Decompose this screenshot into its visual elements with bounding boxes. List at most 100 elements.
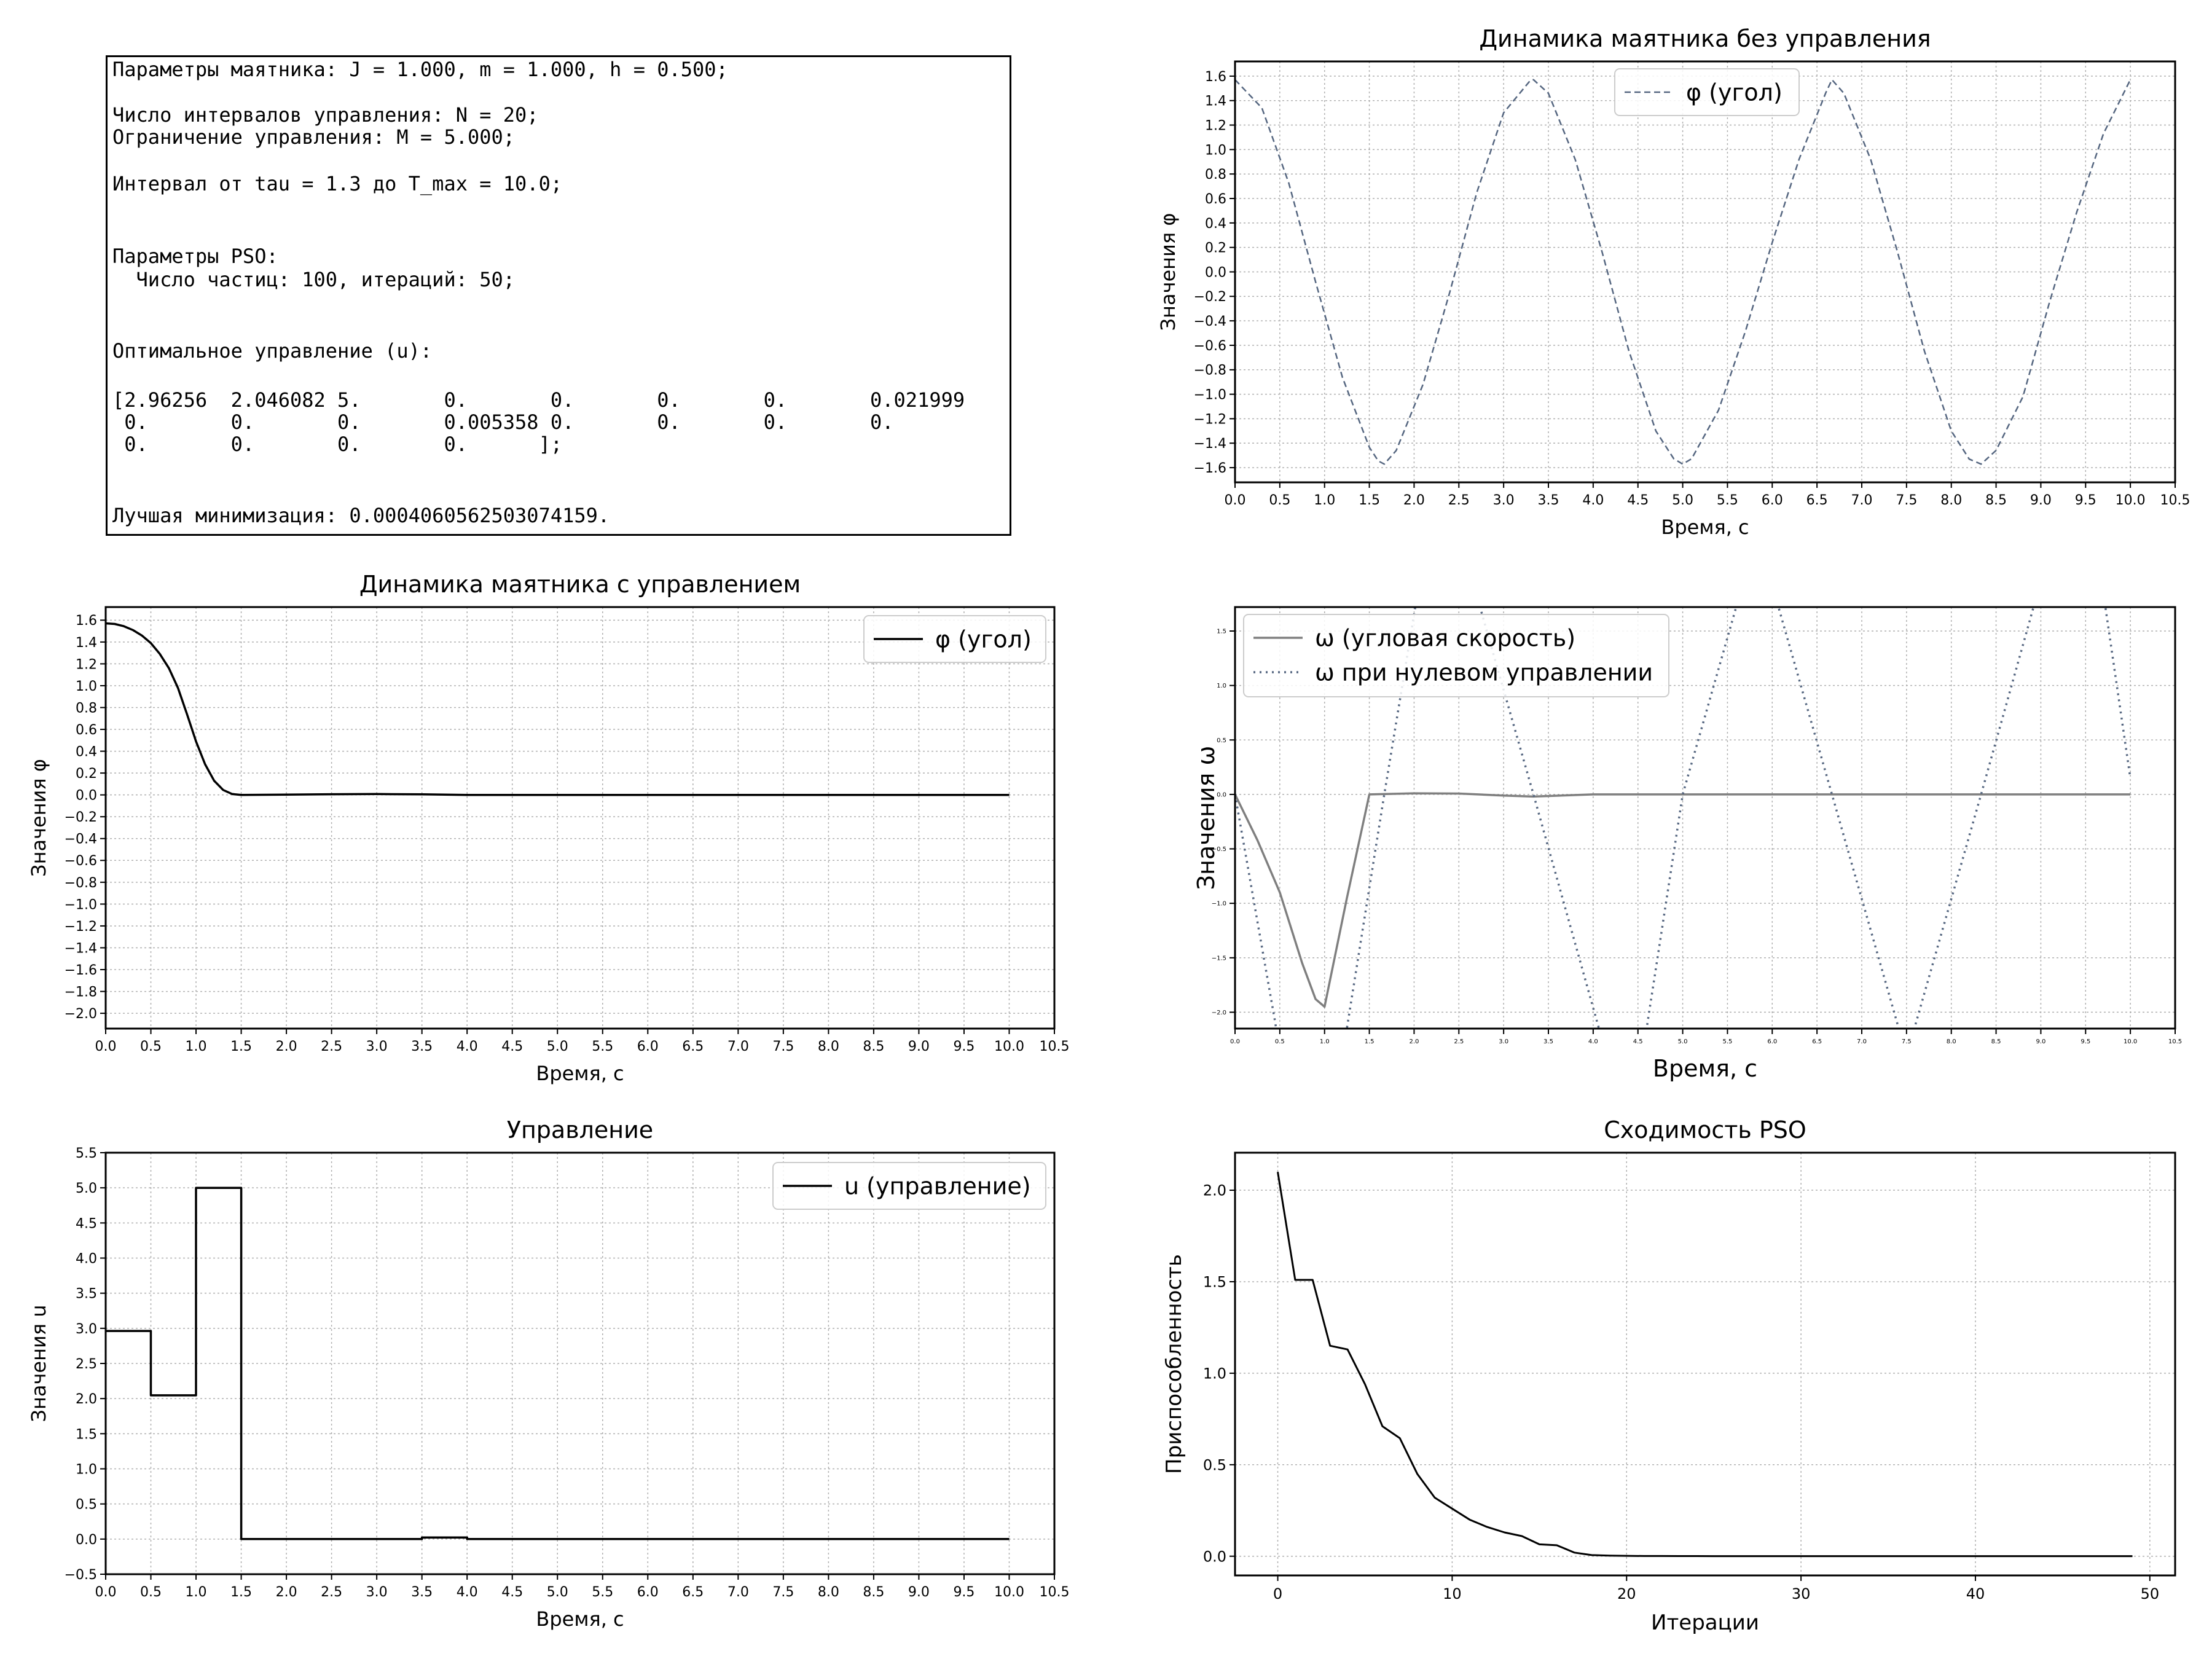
y-tick-label: −0.2	[1194, 289, 1226, 305]
y-tick-label: −1.0	[1212, 901, 1226, 908]
x-tick-label: 0.5	[1269, 493, 1290, 508]
plot-frame	[1234, 1151, 2176, 1577]
x-tick-label: 6.5	[1806, 493, 1828, 508]
x-tick-label: 4.5	[501, 1585, 523, 1600]
legend-label-1: ω (угловая скорость)	[1315, 625, 1575, 652]
y-axis-label: Приспособленность	[1162, 1254, 1186, 1474]
x-tick-label: 7.5	[1902, 1038, 1912, 1045]
x-tick-label: 5.5	[592, 1585, 613, 1600]
y-tick-label: 1.0	[76, 1462, 97, 1477]
x-axis-label: Итерации	[1651, 1610, 1759, 1635]
x-tick-label: 4.5	[501, 1039, 523, 1054]
chart-title: Динамика маятника без управления	[1479, 25, 1931, 52]
x-tick-label: 7.5	[772, 1039, 794, 1054]
y-tick-label: 1.4	[76, 635, 97, 651]
legend-box	[772, 1162, 1046, 1210]
params-line: Параметры маятника: J = 1.000, m = 1.000…	[112, 58, 728, 81]
chart-title: Динамика маятника с управлением	[359, 571, 801, 598]
y-axis-label: Значения φ	[27, 759, 50, 877]
x-tick-label: 5.5	[592, 1039, 613, 1054]
y-tick-label: −2.0	[65, 1006, 97, 1022]
x-tick-label: 9.0	[908, 1585, 930, 1600]
x-tick-label: 4.0	[1582, 493, 1604, 508]
chart-pso: 0 10 20 30 40 50 2.0 1.5 1.0 0.5 0.0 Итерации Приспо…	[1162, 1116, 2176, 1635]
x-tick-label: 10.0	[2124, 1038, 2137, 1045]
legend: φ (угол)	[1614, 68, 1800, 116]
x-tick-label: 0.0	[95, 1585, 117, 1600]
x-tick-label: 9.5	[953, 1585, 975, 1600]
y-tick-label: −0.8	[65, 876, 97, 891]
x-tick-label: 8.5	[1991, 1038, 2001, 1045]
y-tick-label: −0.2	[65, 810, 97, 825]
y-tick-label: 0.0	[1203, 1548, 1226, 1565]
y-tick-label: −1.0	[1194, 388, 1226, 403]
x-tick-label: 10.5	[1040, 1585, 1070, 1600]
legend-label-2: ω при нулевом управлении	[1315, 659, 1653, 686]
x-tick-label: 5.0	[1672, 493, 1693, 508]
control-array-line-2: 0. 0. 0. 0.005358 0. 0. 0. 0.	[112, 410, 894, 434]
x-tick-label: 4.0	[457, 1039, 478, 1054]
x-tick-label: 9.0	[908, 1039, 930, 1054]
x-tick-label: 7.5	[772, 1585, 794, 1600]
pso-params-line: Число частиц: 100, итераций: 50;	[112, 268, 516, 291]
parameters-text-box: Параметры маятника: J = 1.000, m = 1.000…	[106, 55, 1011, 536]
x-tick-label: 2.0	[276, 1039, 297, 1054]
x-axis-label: Время, с	[1661, 516, 1749, 539]
x-tick-label: 7.0	[728, 1039, 749, 1054]
x-tick-label: 5.0	[547, 1585, 568, 1600]
y-tick-label: −1.0	[65, 897, 97, 912]
interval-line: Интервал от tau = 1.3 до T_max = 10.0;	[112, 172, 563, 195]
x-tick-label: 1.0	[186, 1585, 207, 1600]
x-axis-label: Время, с	[536, 1062, 624, 1085]
x-tick-label: 2.0	[1409, 1038, 1419, 1045]
series-line-1	[1235, 79, 2132, 465]
x-tick-label: 10	[1443, 1585, 1462, 1602]
y-tick-label: 0.4	[1205, 216, 1226, 232]
chart-control: 0.0 0.5 1.0 1.5 2.0 2.5 3.0 3.5 4.0 4.5 5.0 5.5 6.0 6…	[27, 1116, 1069, 1631]
y-tick-label: 0.0	[1205, 265, 1226, 280]
x-tick-label: 2.0	[276, 1585, 297, 1600]
y-tick-label: 1.6	[76, 613, 97, 629]
y-tick-label: 2.0	[1203, 1182, 1226, 1199]
legend-label-1: u (управление)	[844, 1173, 1031, 1200]
y-tick-label: 1.5	[1217, 629, 1226, 635]
x-tick-label: 3.0	[366, 1039, 388, 1054]
x-tick-label: 7.0	[1857, 1038, 1867, 1045]
x-tick-label: 7.5	[1896, 493, 1917, 508]
legend: φ (угол)	[863, 615, 1046, 663]
plot-frame	[104, 606, 1056, 1030]
x-tick-label: 5.5	[1722, 1038, 1732, 1045]
y-tick-label: 3.0	[76, 1322, 97, 1337]
x-tick-label: 3.5	[1538, 493, 1559, 508]
x-tick-label: 10.0	[994, 1585, 1024, 1600]
chart-title: Сходимость PSO	[1604, 1116, 1806, 1143]
y-tick-label: 0.6	[76, 723, 97, 738]
x-tick-label: 6.0	[1762, 493, 1783, 508]
x-tick-label: 6.5	[1812, 1038, 1822, 1045]
x-tick-label: 7.0	[728, 1585, 749, 1600]
y-tick-label: 0.8	[1205, 167, 1226, 182]
y-tick-label: 0.8	[76, 700, 97, 716]
legend-box	[863, 615, 1046, 663]
x-tick-label: 0.0	[1230, 1038, 1240, 1045]
x-tick-label: 10.5	[2168, 1038, 2182, 1045]
y-tick-label: 1.0	[76, 679, 97, 694]
x-tick-label: 50	[2141, 1585, 2160, 1602]
y-tick-label: 1.6	[1205, 69, 1226, 85]
y-tick-label: 1.0	[1205, 143, 1226, 158]
series-line-1	[1277, 1172, 2133, 1558]
y-axis-label: Значения φ	[1156, 213, 1180, 331]
x-tick-label: 6.0	[637, 1039, 659, 1054]
x-tick-label: 6.5	[682, 1039, 704, 1054]
chart-controlled: 0.0 0.5 1.0 1.5 2.0 2.5 3.0 3.5 4.0 4.5 5.0 5.5 6.0 6…	[27, 571, 1069, 1085]
x-tick-label: 1.5	[230, 1039, 252, 1054]
x-tick-label: 4.0	[1588, 1038, 1598, 1045]
x-tick-label: 5.0	[1678, 1038, 1688, 1045]
y-tick-label: −0.6	[1194, 339, 1226, 354]
y-tick-label: 1.4	[1205, 94, 1226, 109]
y-tick-label: −0.5	[65, 1567, 97, 1583]
series-line-1	[1235, 792, 2131, 1008]
y-tick-label: 0.5	[1217, 737, 1226, 744]
x-tick-label: 9.5	[2081, 1038, 2090, 1045]
